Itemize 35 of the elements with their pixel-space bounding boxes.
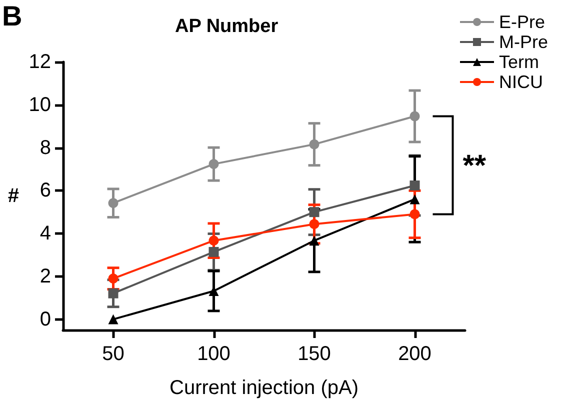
point xyxy=(208,159,219,170)
point xyxy=(108,288,118,298)
point xyxy=(108,198,118,208)
x-tick-label: 200 xyxy=(398,343,432,365)
y-tick-label: 4 xyxy=(40,222,51,245)
point xyxy=(410,111,420,122)
y-axis-title: # xyxy=(8,185,19,207)
point xyxy=(208,236,219,246)
point xyxy=(410,180,420,190)
y-tick-label: 12 xyxy=(28,51,51,73)
x-axis-title: Current injection (pA) xyxy=(170,377,358,399)
y-tick-label: 2 xyxy=(40,265,51,288)
y-tick-label: 10 xyxy=(28,94,51,116)
point xyxy=(309,139,320,150)
x-tick-label: 50 xyxy=(102,343,124,365)
legend-label: Term xyxy=(499,52,539,72)
y-tick-label: 8 xyxy=(40,136,51,159)
y-tick-label: 6 xyxy=(40,180,51,202)
point xyxy=(309,207,320,218)
chart-title: AP Number xyxy=(175,16,279,37)
legend-label: E-Pre xyxy=(499,12,546,32)
point xyxy=(309,236,320,246)
legend-label: NICU xyxy=(499,72,543,92)
text: B xyxy=(2,0,22,32)
point xyxy=(410,194,420,204)
point xyxy=(410,209,420,220)
x-tick-label: 100 xyxy=(197,343,230,365)
annotation: ** xyxy=(462,150,486,183)
point xyxy=(108,314,118,324)
x-tick-label: 150 xyxy=(298,343,331,365)
point xyxy=(108,274,118,284)
y-tick-label: 0 xyxy=(40,308,51,330)
legend-label: M-Pre xyxy=(499,32,548,52)
point xyxy=(208,246,219,257)
point xyxy=(309,219,320,230)
